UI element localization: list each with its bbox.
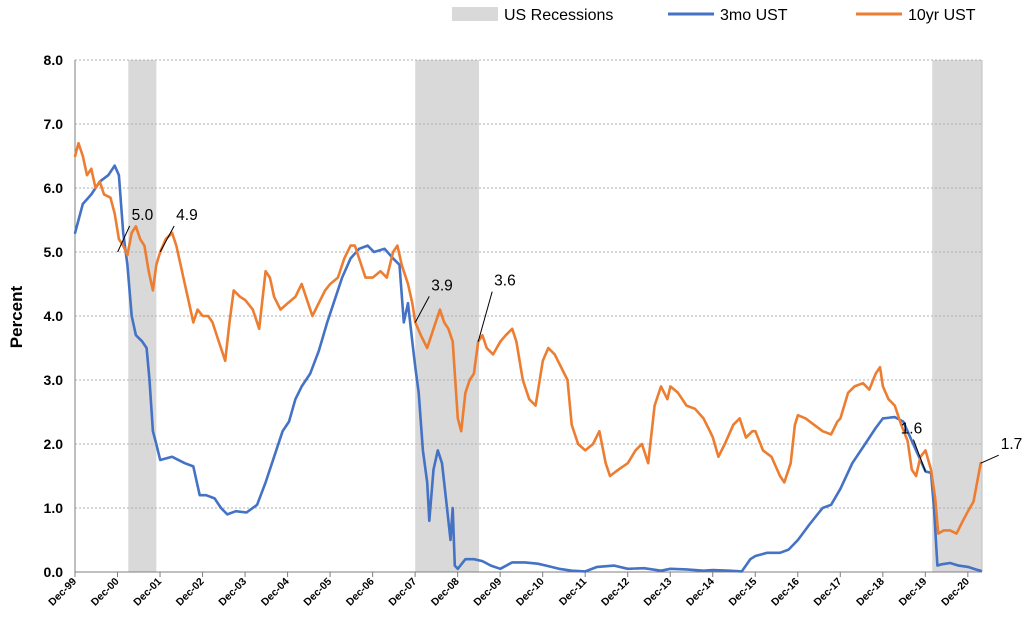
y-tick-label: 1.0 [44,500,64,516]
legend: US Recessions 3mo UST 10yr UST [452,7,976,24]
legend-label: 10yr UST [908,7,976,24]
x-tick-label: Dec-17 [812,576,845,609]
y-tick-label: 3.0 [44,372,64,388]
x-tick-label: Dec-20 [939,576,972,609]
x-tick-label: Dec-13 [642,576,675,609]
y-tick-label: 8.0 [44,52,64,68]
legend-label: 3mo UST [720,7,788,24]
annotation-label: 3.6 [494,273,516,290]
x-tick-label: Dec-04 [259,576,292,609]
gridlines [75,59,982,509]
x-tick-label: Dec-99 [46,576,79,609]
x-tick-label: Dec-12 [599,576,632,609]
x-tick-label: Dec-16 [769,576,802,609]
x-tick-label: Dec-10 [514,576,547,609]
x-tick-label: Dec-03 [216,576,249,609]
x-tick-label: Dec-09 [471,576,504,609]
annotation-leader [414,296,430,323]
legend-swatch-recessions [452,7,498,21]
x-tick-label: Dec-18 [854,576,887,609]
x-tick-label: Dec-05 [301,576,334,609]
annotation-label: 1.7 [1001,436,1023,453]
annotation-leader [912,439,926,472]
y-tick-label: 5.0 [44,244,64,260]
annotation-leader [980,454,999,464]
y-tick-label: 6.0 [44,180,64,196]
x-tick-label: Dec-06 [344,576,377,609]
x-tick-label: Dec-11 [557,576,590,609]
annotation-leader [117,225,131,253]
annotations: 5.0 4.9 3.9 3.6 1.6 1.7 [117,207,1023,472]
annotation-label: 3.9 [431,277,453,294]
x-tick-label: Dec-15 [727,576,760,609]
y-tick-label: 7.0 [44,116,64,132]
annotation-leader [159,225,175,253]
annotation-label: 5.0 [132,207,154,224]
series-line-10yr-ust [73,141,982,535]
y-tick-label: 2.0 [44,436,64,452]
y-tick-label: 0.0 [44,564,64,580]
series-lines [73,141,982,573]
y-axis-label: Percent [7,285,26,348]
annotation-leader [477,291,493,342]
annotation-label: 1.6 [901,421,923,438]
legend-label: US Recessions [504,7,613,24]
x-tick-label: Dec-19 [897,576,930,609]
x-tick-label: Dec-07 [386,576,419,609]
series-line-3mo-ust [73,164,982,573]
x-tick-label: Dec-08 [429,576,462,609]
x-tick-label: Dec-01 [131,576,164,609]
x-tick-label: Dec-14 [684,576,717,609]
x-tick-label: Dec-00 [89,576,122,609]
y-tick-label: 4.0 [44,308,64,324]
annotation-label: 4.9 [176,207,198,224]
x-tick-label: Dec-02 [174,576,207,609]
